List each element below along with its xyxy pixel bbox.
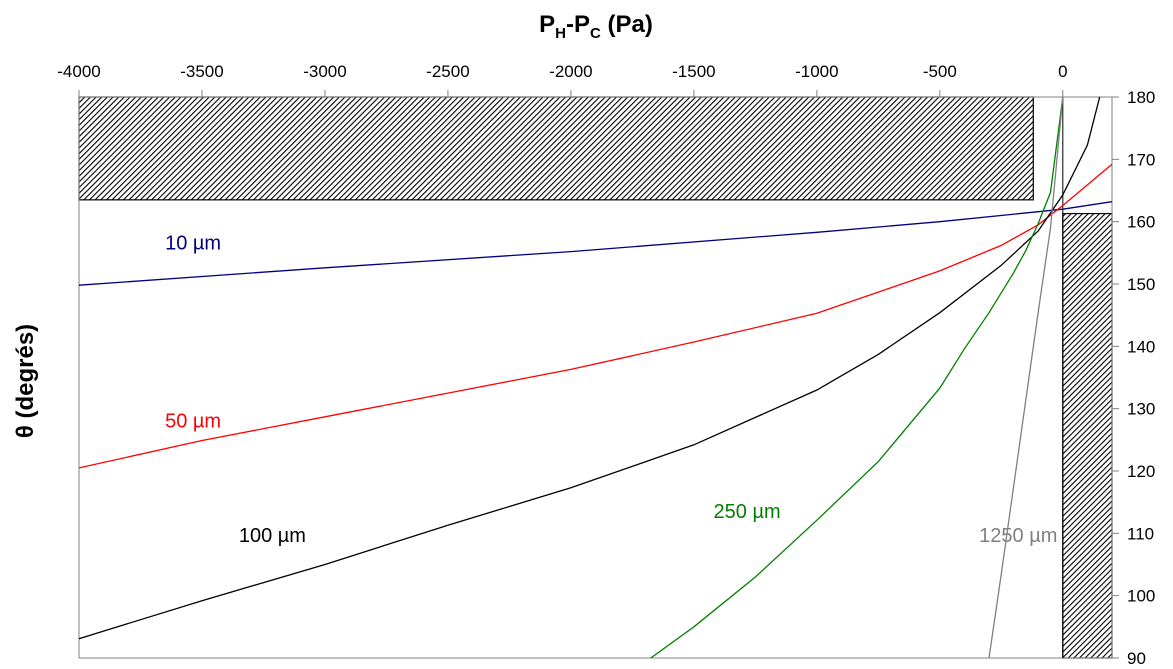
series-line-1 xyxy=(79,201,1112,286)
x-tick-label: -1000 xyxy=(795,62,838,81)
series-label-1: 10 µm xyxy=(165,233,221,255)
y-tick-label: 100 xyxy=(1127,587,1155,606)
series-lines xyxy=(79,97,1112,658)
y-tick-label: 170 xyxy=(1127,150,1155,169)
series-line-2 xyxy=(79,163,1112,469)
plot-frame xyxy=(78,96,1113,659)
x-tick-label: -3000 xyxy=(303,62,346,81)
hatched-region-2 xyxy=(1062,212,1113,659)
series-label-3: 100 µm xyxy=(239,525,306,547)
y-tick-label: 120 xyxy=(1127,462,1155,481)
x-tick-label: -1500 xyxy=(672,62,715,81)
y-tick-label: 110 xyxy=(1127,524,1154,543)
y-tick-label: 90 xyxy=(1127,649,1146,668)
series-line-4 xyxy=(650,97,1064,658)
series-label-5: 1250 µm xyxy=(979,525,1057,547)
hatched-region-1 xyxy=(78,96,1034,201)
y-axis-ticks: 90 100 110 120 130 140 150 160 170 180 xyxy=(1112,88,1155,668)
series-label-2: 50 µm xyxy=(165,410,221,432)
x-tick-label: -500 xyxy=(923,62,957,81)
x-axis-title: PH-PC (Pa) xyxy=(539,11,653,42)
x-tick-label: 0 xyxy=(1058,62,1067,81)
series-line-5 xyxy=(988,97,1064,658)
hatched-regions xyxy=(78,96,1113,659)
series-label-4: 250 µm xyxy=(714,501,781,523)
plot-border xyxy=(78,96,1113,659)
x-tick-label: -4000 xyxy=(57,62,100,81)
y-tick-label: 130 xyxy=(1127,400,1155,419)
x-tick-label: -2000 xyxy=(549,62,592,81)
series-line-3 xyxy=(79,97,1101,640)
x-tick-label: -2500 xyxy=(426,62,469,81)
y-tick-label: 160 xyxy=(1127,213,1155,232)
x-axis-ticks: -4000 -3500 -3000 -2500 -2000 -1500 -1000 -500 0 xyxy=(57,62,1068,97)
x-tick-label: -3500 xyxy=(180,62,223,81)
y-tick-label: 140 xyxy=(1127,337,1155,356)
y-tick-label: 150 xyxy=(1127,275,1155,294)
y-tick-label: 180 xyxy=(1127,88,1155,107)
series-labels: 10 µm 50 µm 100 µm 250 µm 1250 µm xyxy=(165,233,1057,547)
y-axis-title: θ (degrés) xyxy=(12,324,39,438)
